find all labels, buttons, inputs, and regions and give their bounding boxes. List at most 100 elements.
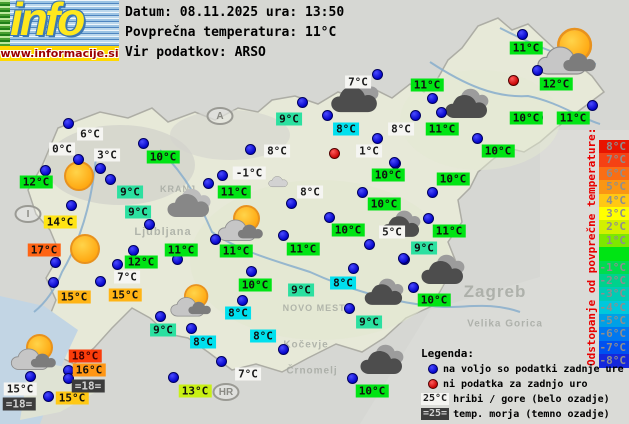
temp-badge: 1°C xyxy=(356,144,382,158)
temp-badge: 12°C xyxy=(539,77,573,91)
temp-badge: -1°C xyxy=(232,166,266,180)
legend-title: Legenda: xyxy=(421,347,474,360)
city-label: Zagreb xyxy=(463,282,527,301)
white-badge: 25°C xyxy=(421,393,450,405)
temp-badge: 9°C xyxy=(117,185,143,199)
scale-cell: -2°C xyxy=(599,273,629,288)
station-dot-blue xyxy=(323,211,335,223)
temp-badge: 11°C xyxy=(217,185,251,199)
temp-badge: 12°C xyxy=(124,255,158,269)
blue-dot-icon xyxy=(428,364,438,374)
legend-item-text: temp. morja (temno ozadje) xyxy=(453,408,610,420)
temp-badge: 9°C xyxy=(288,283,314,297)
city-label: Kočevje xyxy=(283,339,329,351)
logo-url[interactable]: www.informacije.si xyxy=(0,46,119,61)
station-dot-blue xyxy=(296,96,308,108)
temp-badge: 8°C xyxy=(264,144,290,158)
temp-badge: 9°C xyxy=(356,315,382,329)
red-dot-icon xyxy=(428,379,438,389)
temp-badge: 10°C xyxy=(238,278,272,292)
station-dot-red xyxy=(328,147,340,159)
station-dot-blue xyxy=(422,212,434,224)
temp-badge: 11°C xyxy=(425,122,459,136)
weather-icon-sun-cloud xyxy=(170,284,217,322)
station-dot-blue xyxy=(409,109,421,121)
station-dot-blue xyxy=(39,164,51,176)
country-marker-i: I xyxy=(14,205,42,223)
station-dot-blue xyxy=(94,162,106,174)
map-header: Datum: 08.11.2025 ura: 13:50 Povprečna t… xyxy=(125,3,344,63)
station-dot-blue xyxy=(531,111,543,123)
legend-item: ni podatka za zadnjo uro xyxy=(421,377,624,391)
temp-badge: 9°C xyxy=(125,205,151,219)
temp-badge: 8°C xyxy=(297,185,323,199)
station-dot-blue xyxy=(47,276,59,288)
temp-badge: 10°C xyxy=(436,172,470,186)
weather-icon-cloud-dark xyxy=(379,208,426,246)
temp-badge: 11°C xyxy=(219,244,253,258)
slovenia-outline xyxy=(27,17,606,373)
station-dot-blue xyxy=(24,370,36,382)
temp-badge: 8°C xyxy=(388,122,414,136)
temp-badge: 3°C xyxy=(94,148,120,162)
station-dot-blue xyxy=(389,157,401,169)
temp-badge: 17°C xyxy=(27,243,61,257)
station-dot-blue xyxy=(407,281,419,293)
scale-cell: -1°C xyxy=(599,260,629,274)
temp-badge: 10°C xyxy=(481,144,515,158)
station-dot-blue xyxy=(285,197,297,209)
logo-stripes xyxy=(0,0,119,46)
weather-icon-sun xyxy=(53,155,105,197)
scale-cell: 1°C xyxy=(599,233,629,248)
site-logo[interactable]: info www.informacije.si xyxy=(0,0,119,61)
temp-badge: 15°C xyxy=(108,288,142,302)
logo-text: info xyxy=(10,0,85,45)
temp-badge: 11°C xyxy=(509,41,543,55)
temp-badge: 11°C xyxy=(286,242,320,256)
temp-badge: 8°C xyxy=(330,276,356,290)
station-dot-blue xyxy=(371,68,383,80)
weather-icon-sun-cloud xyxy=(217,205,269,247)
legend-item-text: na voljo so podatki zadnje ure xyxy=(443,363,624,375)
station-dot-blue xyxy=(72,153,84,165)
station-dot-blue xyxy=(346,372,358,384)
scale-cell: -7°C xyxy=(599,340,629,355)
station-dot-blue xyxy=(236,294,248,306)
temp-badge: 10°C xyxy=(371,168,405,182)
temp-badge: 13°C xyxy=(178,384,212,398)
station-dot-blue xyxy=(426,186,438,198)
temp-badge: 10°C xyxy=(146,150,180,164)
station-dot-blue xyxy=(104,173,116,185)
temp-badge: 15°C xyxy=(55,391,89,405)
scale-cell: 6°C xyxy=(599,166,629,181)
scale-cell: 5°C xyxy=(599,180,629,194)
scale-cell: 7°C xyxy=(599,153,629,167)
scale-cell: -4°C xyxy=(599,300,629,315)
scale-title: Odstopanje od povprečne temperature: xyxy=(585,127,598,366)
station-dot-blue xyxy=(137,137,149,149)
weather-icon-cloud-small xyxy=(268,168,320,210)
header-source-line: Vir podatkov: ARSO xyxy=(125,45,266,60)
station-dot-blue xyxy=(62,117,74,129)
station-dot-blue xyxy=(143,218,155,230)
station-dot-blue xyxy=(435,106,447,118)
station-dot-blue xyxy=(171,253,183,265)
legend-rows: na voljo so podatki zadnje ure ni podatka… xyxy=(421,362,624,421)
station-dot-blue xyxy=(471,132,483,144)
temp-badge: 11°C xyxy=(410,78,444,92)
station-dot-blue xyxy=(277,229,289,241)
city-label: Ljubljana xyxy=(134,226,192,238)
station-dot-blue xyxy=(245,265,257,277)
dark-badge: =25= xyxy=(421,408,450,420)
scale-cell xyxy=(599,247,629,261)
temp-badge: 10°C xyxy=(331,223,365,237)
station-dot-blue xyxy=(111,258,123,270)
station-dot-blue xyxy=(244,143,256,155)
station-dot-blue xyxy=(167,371,179,383)
station-dot-blue xyxy=(94,275,106,287)
station-dot-blue xyxy=(347,262,359,274)
temp-badge: 15°C xyxy=(3,382,37,396)
temp-badge: 7°C xyxy=(235,367,261,381)
station-dot-blue xyxy=(185,322,197,334)
